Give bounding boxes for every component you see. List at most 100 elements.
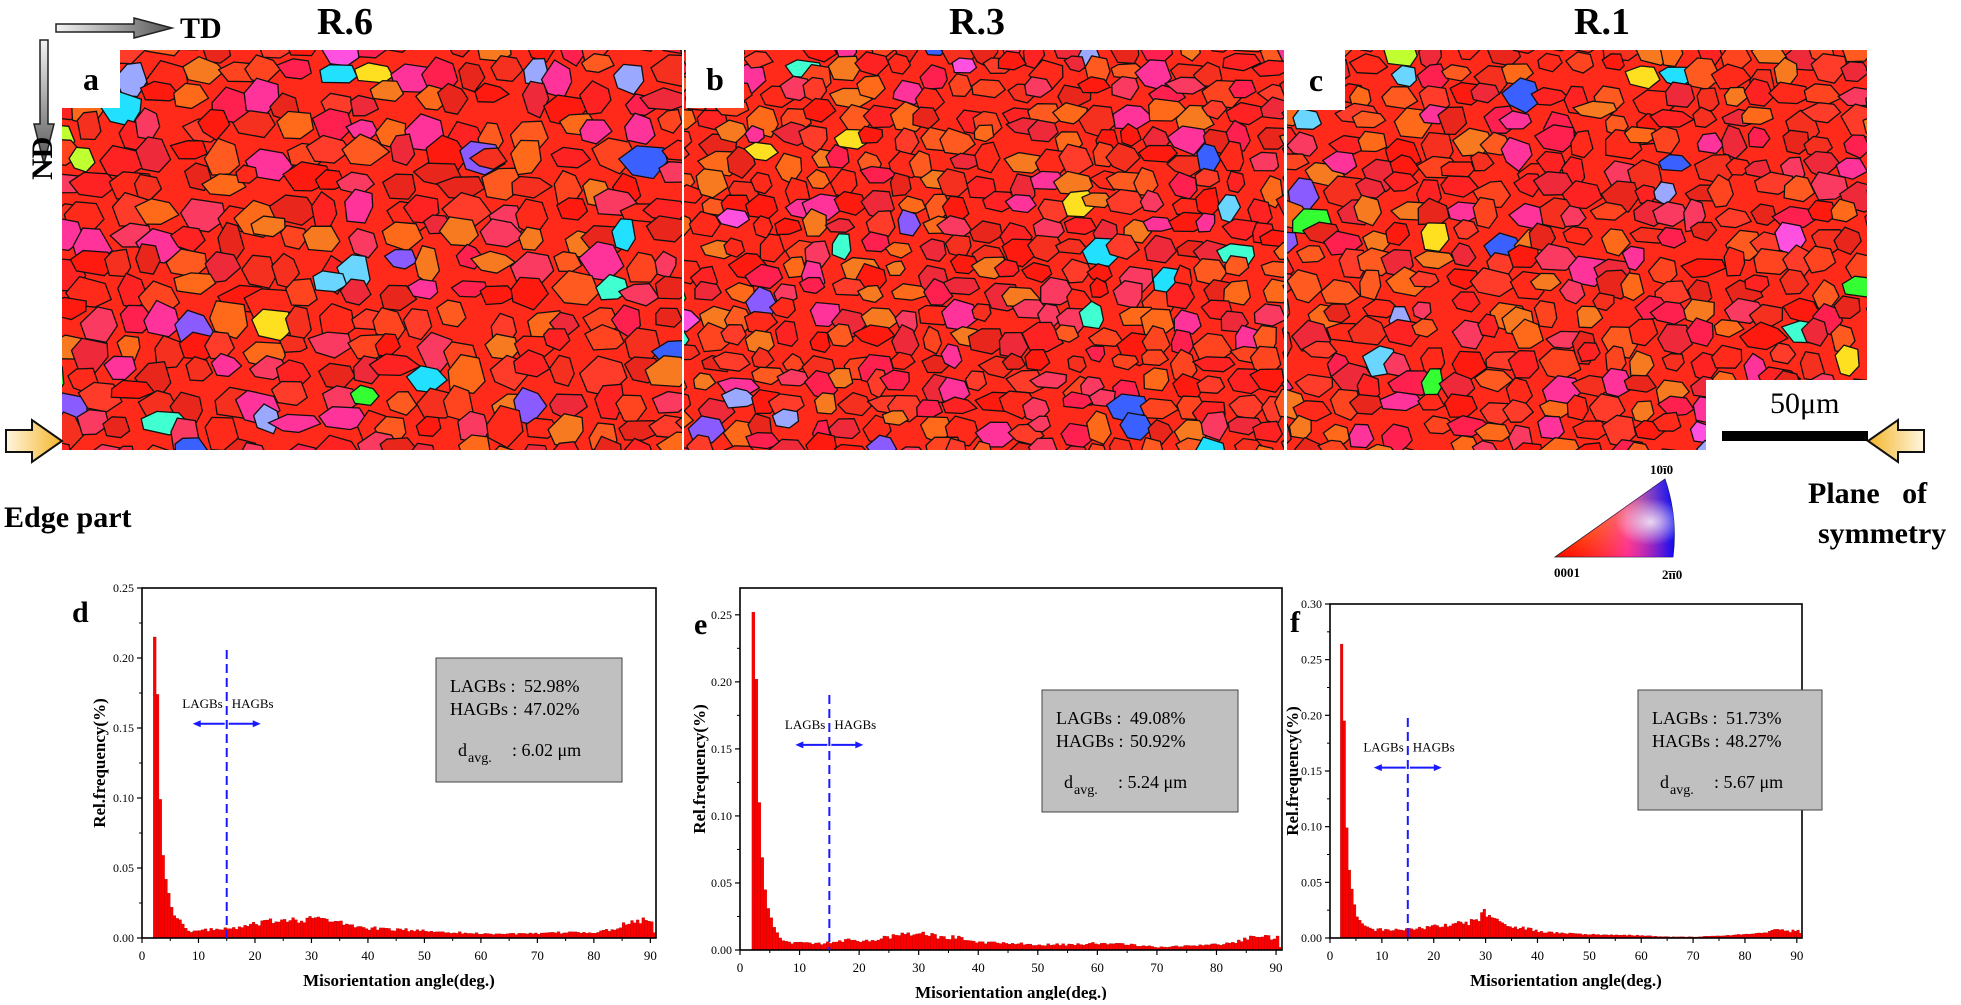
histogram-bar [855,941,860,951]
histogram-bar [576,932,580,939]
grain [1840,61,1867,83]
grain [1738,321,1790,351]
grain [857,125,884,144]
histogram-bar [650,921,654,939]
edge-part-label: Edge part [4,501,132,534]
histogram-bar [757,802,762,951]
histogram-bar [1371,928,1375,939]
grain [436,299,467,328]
grain [594,383,625,421]
x-axis-label: Misorientation angle(deg.) [915,983,1107,1000]
grain [383,248,418,270]
histogram-bar [291,917,295,939]
grain [617,283,660,307]
grain [1287,231,1299,254]
right-arrowhead-icon [252,720,261,728]
histogram-bar [1213,943,1217,951]
grain [1656,395,1695,417]
grain [1250,59,1284,77]
grain [510,276,550,311]
nd-label: ND [26,136,59,180]
histogram-bar [972,940,976,951]
grain [940,343,963,370]
grain [684,344,701,361]
histogram-bar [1438,927,1442,939]
histogram-bar [939,936,943,951]
x-tick-label: 10 [1375,948,1388,963]
grain [625,251,661,283]
histogram-bar [1397,929,1401,939]
grain [580,53,615,74]
x-tick-label: 0 [1327,948,1334,963]
grain [1834,344,1860,377]
histogram-bar [933,934,937,951]
grain [1692,106,1718,128]
grain [1723,246,1746,277]
grain [1807,199,1837,223]
grain [1530,86,1570,106]
histogram-bar [805,942,809,951]
histogram-bar [240,927,244,939]
grain [1087,442,1106,450]
grain [1538,437,1581,450]
histogram-bar [285,921,289,939]
histogram-bar [268,918,273,939]
grain [527,50,555,63]
grain [474,82,511,103]
histogram-bar [1506,926,1510,939]
histogram-bar [1381,930,1385,939]
histogram-bar [1498,921,1502,939]
grain [1195,212,1216,233]
x-tick-label: 60 [474,948,487,963]
histogram-bar [243,925,247,939]
histogram-bar [319,917,323,939]
grain [1621,245,1645,272]
histogram-bar [189,932,193,939]
grain [916,399,944,418]
grain [714,119,748,144]
lagb-region-label: LAGBs [182,696,222,711]
histogram-bar [421,929,425,939]
td-arrow-icon [55,17,175,39]
histogram-bar [945,938,949,951]
grain [1473,368,1514,393]
grain [1201,99,1228,120]
histogram-bar [1363,925,1367,939]
histogram-bar [172,915,177,939]
stats-box [1637,689,1823,811]
grain [69,249,118,277]
histogram-bar [1019,942,1024,951]
histogram-bar [1013,944,1018,951]
grain [971,303,992,323]
y-tick-label: 0.20 [1301,708,1322,722]
grain [971,78,1007,99]
histogram-bar [237,926,241,939]
histogram-bar [195,930,199,939]
histogram-bar [1430,925,1434,939]
grain [1287,298,1291,320]
histogram-bar [299,920,304,939]
histogram-bar [838,940,842,951]
grain [611,218,636,252]
histogram-bar [1016,943,1021,951]
histogram-bar [853,939,857,951]
histogram-bar [548,932,552,939]
grain [584,323,625,351]
grain [1510,318,1545,349]
histogram-bar [333,921,338,939]
grain [1743,77,1775,107]
grain [1498,110,1533,130]
histogram-bar [1115,943,1119,951]
left-arrowhead-icon [795,741,804,749]
histogram-bar [1788,932,1792,939]
grain [1571,100,1618,120]
grain [1390,64,1418,88]
grain [1001,352,1027,371]
histogram-bar [1345,827,1349,939]
grain [1576,341,1601,363]
histogram-bar [1410,928,1414,939]
histogram-bar [766,908,770,951]
grain [1437,106,1468,136]
grain [1028,371,1068,389]
grain [479,285,518,306]
